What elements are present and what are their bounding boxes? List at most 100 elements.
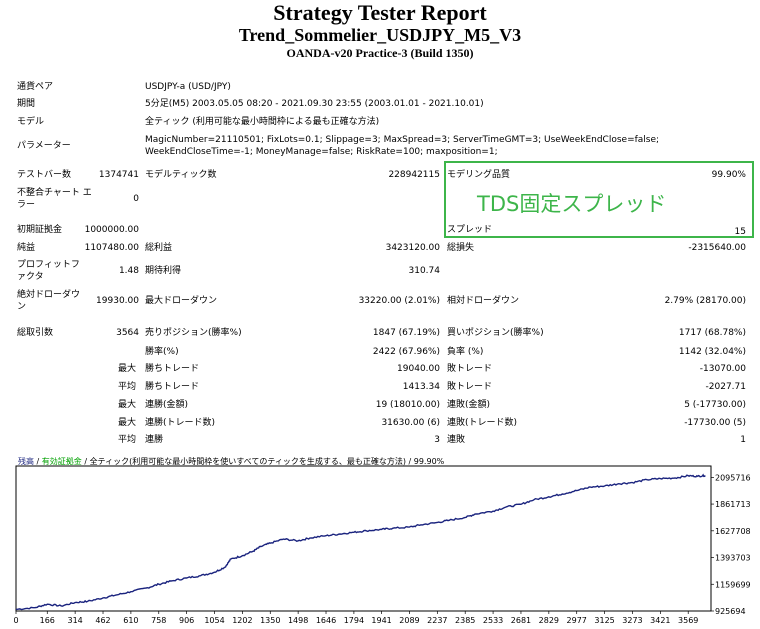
gross-profit-label: 総利益: [145, 243, 173, 253]
avg-loss-value: -2027.71: [705, 382, 746, 392]
avg-cons-loss-label: 連敗: [447, 435, 466, 445]
abs-drawdown-value: 19930.00: [96, 296, 139, 306]
cons-loss-profit-value: -17730.00 (5): [684, 418, 746, 428]
x-tick-label: 1794: [344, 616, 364, 625]
server-info: OANDA-v20 Practice-3 (Build 1350): [286, 46, 474, 60]
expected-payoff-value: 310.74: [408, 266, 441, 276]
largest-win-value: 19040.00: [397, 364, 440, 374]
largest-loss-value: -13070.00: [699, 364, 746, 374]
x-tick-label: 2385: [455, 616, 475, 625]
period-label: 期間: [17, 99, 36, 109]
x-tick-label: 2681: [511, 616, 531, 625]
y-tick-label: 1393703: [715, 554, 751, 563]
avg-cons-label: 平均: [118, 435, 137, 445]
x-tick-label: 1941: [371, 616, 391, 625]
ticks-value: 228942115: [388, 170, 440, 180]
x-tick-label: 3273: [622, 616, 642, 625]
y-tick-label: 2095716: [715, 473, 751, 482]
total-trades-value: 3564: [116, 328, 139, 338]
cons-win-profit-value: 31630.00 (6): [381, 418, 440, 428]
quality-value: 99.90%: [711, 170, 746, 180]
net-profit-label: 純益: [17, 243, 36, 253]
x-tick-label: 1202: [232, 616, 252, 625]
max-drawdown-label: 最大ドローダウン: [145, 296, 218, 306]
max-cons-label: 最大: [118, 400, 137, 410]
short-positions-value: 1847 (67.19%): [372, 328, 440, 338]
ea-name: Trend_Sommelier_USDJPY_M5_V3: [238, 25, 522, 45]
gross-profit-value: 3423120.00: [385, 243, 440, 253]
short-positions-label: 売りポジション(勝率%): [145, 328, 242, 338]
x-tick-label: 758: [151, 616, 166, 625]
model-label: モデル: [17, 117, 45, 127]
legend-margin: 有効証拠金: [41, 457, 82, 466]
cons-win-profit-label: 連勝(トレード数): [145, 418, 216, 428]
legend-model: 全ティック(利用可能な最小時間枠を使いすべてのティックを生成する、最も正確な方法…: [89, 457, 406, 466]
quality-label: モデリング品質: [447, 170, 511, 180]
x-axis-labels: 0 166 314 462 610 758 906 1054 1202 1350 1498 1646 1…: [13, 616, 698, 625]
average-label: 平均: [118, 382, 137, 392]
balance-line: [15, 473, 706, 611]
x-tick-label: 2977: [567, 616, 587, 625]
period-value: 5分足(M5) 2003.05.05 08:20 - 2021.09.30 23…: [145, 99, 484, 109]
cons-win-money-value: 19 (18010.00): [375, 400, 440, 410]
chart-grid: [15, 476, 714, 614]
x-tick-label: 1054: [204, 616, 224, 625]
chart-legend: 残高 / 有効証拠金 / 全ティック(利用可能な最小時間枠を使いすべてのティック…: [18, 457, 445, 466]
x-tick-label: 2237: [427, 616, 447, 625]
report-title: Strategy Tester Report: [273, 0, 487, 25]
deposit-label: 初期証拠金: [17, 225, 63, 235]
x-tick-label: 2829: [539, 616, 559, 625]
net-profit-value: 1107480.00: [84, 243, 139, 253]
x-tick-label: 3421: [650, 616, 670, 625]
ticks-label: モデルティック数: [145, 170, 217, 180]
x-tick-label: 0: [13, 616, 18, 625]
tds-highlight-box: [444, 161, 754, 238]
x-tick-label: 1646: [316, 616, 336, 625]
largest-win-label: 勝ちトレード: [145, 364, 200, 374]
spread-label: スプレッド: [447, 225, 493, 235]
x-tick-label: 314: [68, 616, 83, 625]
x-tick-label: 3125: [594, 616, 614, 625]
rel-drawdown-label: 相対ドローダウン: [447, 296, 520, 306]
cons-loss-money-label: 連敗(金額): [447, 400, 491, 410]
abs-drawdown-label: 絶対ドローダウン: [17, 290, 81, 312]
chart-plot-area: [15, 465, 712, 612]
x-tick-label: 1350: [260, 616, 280, 625]
y-tick-label: 925694: [715, 607, 746, 616]
legend-quality: 99.90%: [413, 457, 445, 466]
x-tick-label: 1498: [288, 616, 308, 625]
profit-factor-label: プロフィットファクタ: [17, 260, 80, 282]
model-value: 全ティック (利用可能な最小時間枠による最も正確な方法): [145, 117, 380, 127]
y-tick-label: 1159699: [715, 580, 751, 589]
deposit-value: 1000000.00: [84, 225, 139, 235]
symbol-value: USDJPY-a (USD/JPY): [145, 82, 231, 92]
mismatch-value: 0: [133, 194, 139, 204]
bars-value: 1374741: [98, 170, 139, 180]
long-positions-label: 買いポジション(勝率%): [447, 328, 544, 338]
x-tick-label: 2089: [399, 616, 419, 625]
long-positions-value: 1717 (68.78%): [678, 328, 746, 338]
avg-cons-win-label: 連勝: [145, 435, 164, 445]
max-drawdown-value: 33220.00 (2.01%): [358, 296, 440, 306]
win-rate-value: 2422 (67.96%): [372, 347, 440, 357]
params-label: パラメーター: [17, 141, 71, 151]
gross-loss-value: -2315640.00: [688, 243, 746, 253]
largest-label: 最大: [118, 364, 137, 374]
y-tick-label: 1861713: [715, 500, 751, 509]
expected-payoff-label: 期待利得: [145, 266, 182, 276]
profit-factor-value: 1.48: [118, 266, 139, 276]
params-value: MagicNumber=21110501; FixLots=0.1; Slipp…: [145, 135, 660, 157]
spread-value: 15: [734, 227, 746, 237]
avg-cons-loss-value: 1: [740, 435, 746, 445]
max-cons-profit-label: 最大: [118, 418, 137, 428]
avg-win-value: 1413.34: [402, 382, 440, 392]
y-axis-labels: 925694 1159699 1393703 1627708 1861713 209571…: [715, 473, 751, 616]
x-tick-label: 906: [179, 616, 194, 625]
x-tick-label: 610: [123, 616, 138, 625]
x-tick-label: 166: [40, 616, 55, 625]
x-tick-label: 2533: [483, 616, 503, 625]
win-rate-label: 勝率(%): [145, 347, 179, 357]
cons-win-money-label: 連勝(金額): [145, 400, 189, 410]
gross-loss-label: 総損失: [447, 243, 475, 253]
loss-rate-label: 負率 (%): [447, 347, 484, 357]
